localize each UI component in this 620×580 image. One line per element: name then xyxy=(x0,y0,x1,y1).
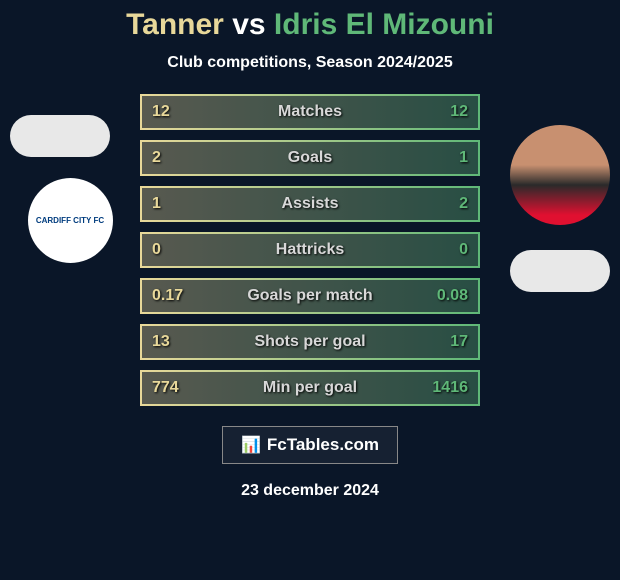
stat-right: 17 xyxy=(450,333,468,351)
stat-right: 0 xyxy=(459,241,468,259)
stat-row-assists: 1 Assists 2 xyxy=(140,186,480,222)
stat-right: 12 xyxy=(450,103,468,121)
stat-right: 1416 xyxy=(432,379,468,397)
stat-left: 774 xyxy=(152,379,179,397)
stat-row-matches: 12 Matches 12 xyxy=(140,94,480,130)
date-text: 23 december 2024 xyxy=(241,482,379,500)
stat-left: 0.17 xyxy=(152,287,183,305)
stat-row-mpg: 774 Min per goal 1416 xyxy=(140,370,480,406)
stat-right: 1 xyxy=(459,149,468,167)
player2-avatar xyxy=(510,125,610,225)
stat-right: 2 xyxy=(459,195,468,213)
stat-left: 13 xyxy=(152,333,170,351)
stat-left: 0 xyxy=(152,241,161,259)
stat-row-gpm: 0.17 Goals per match 0.08 xyxy=(140,278,480,314)
club-badge-left: CARDIFF CITY FC xyxy=(28,178,113,263)
stat-left: 1 xyxy=(152,195,161,213)
stat-label: Shots per goal xyxy=(254,333,365,351)
player2-name: Idris El Mizouni xyxy=(274,8,494,41)
stat-left: 12 xyxy=(152,103,170,121)
chart-icon: 📊 xyxy=(241,435,261,455)
subtitle: Club competitions, Season 2024/2025 xyxy=(167,54,452,72)
stat-label: Goals xyxy=(288,149,332,167)
footer-logo-text: FcTables.com xyxy=(267,435,379,455)
player1-club: CARDIFF CITY FC xyxy=(20,178,120,263)
stat-label: Min per goal xyxy=(263,379,357,397)
stat-left: 2 xyxy=(152,149,161,167)
vs-text: vs xyxy=(224,8,274,41)
footer-logo[interactable]: 📊 FcTables.com xyxy=(222,426,398,464)
player2-club xyxy=(510,250,610,292)
page-title: Tanner vs Idris El Mizouni xyxy=(126,8,494,42)
main-container: Tanner vs Idris El Mizouni Club competit… xyxy=(0,0,620,580)
stat-label: Goals per match xyxy=(247,287,372,305)
stats-table: 12 Matches 12 2 Goals 1 1 Assists 2 0 Ha… xyxy=(140,94,480,406)
stat-row-spg: 13 Shots per goal 17 xyxy=(140,324,480,360)
stat-label: Assists xyxy=(282,195,339,213)
stat-right: 0.08 xyxy=(437,287,468,305)
stat-row-hattricks: 0 Hattricks 0 xyxy=(140,232,480,268)
stat-label: Hattricks xyxy=(276,241,344,259)
stat-label: Matches xyxy=(278,103,342,121)
player1-name: Tanner xyxy=(126,8,224,41)
stat-row-goals: 2 Goals 1 xyxy=(140,140,480,176)
player1-avatar xyxy=(10,115,110,157)
